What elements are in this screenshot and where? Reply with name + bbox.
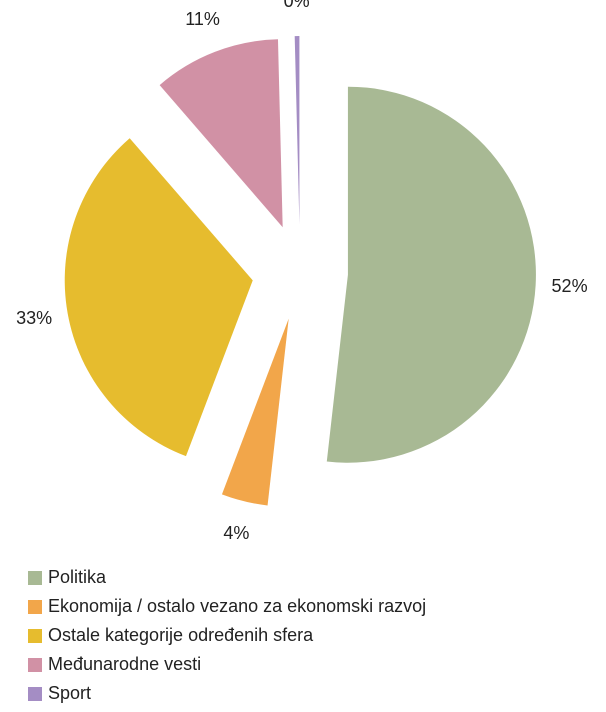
legend-swatch <box>28 629 42 643</box>
data-label: 33% <box>16 308 52 328</box>
pie-slice <box>326 86 536 463</box>
legend-swatch <box>28 687 42 701</box>
legend-label: Ostale kategorije određenih sfera <box>48 625 314 645</box>
data-label: 4% <box>223 523 249 543</box>
legend-swatch <box>28 571 42 585</box>
legend-swatch <box>28 600 42 614</box>
pie-slice <box>159 39 283 228</box>
legend-label: Sport <box>48 683 91 703</box>
pie-slice <box>64 138 253 457</box>
legend-label: Politika <box>48 567 107 587</box>
data-label: 52% <box>552 276 588 296</box>
legend-label: Međunarodne vesti <box>48 654 201 674</box>
legend-label: Ekonomija / ostalo vezano za ekonomski r… <box>48 596 426 616</box>
data-label: 0% <box>284 0 310 11</box>
legend-swatch <box>28 658 42 672</box>
pie-slice <box>221 318 289 506</box>
pie-slice <box>294 36 300 225</box>
data-label: 11% <box>185 9 220 29</box>
